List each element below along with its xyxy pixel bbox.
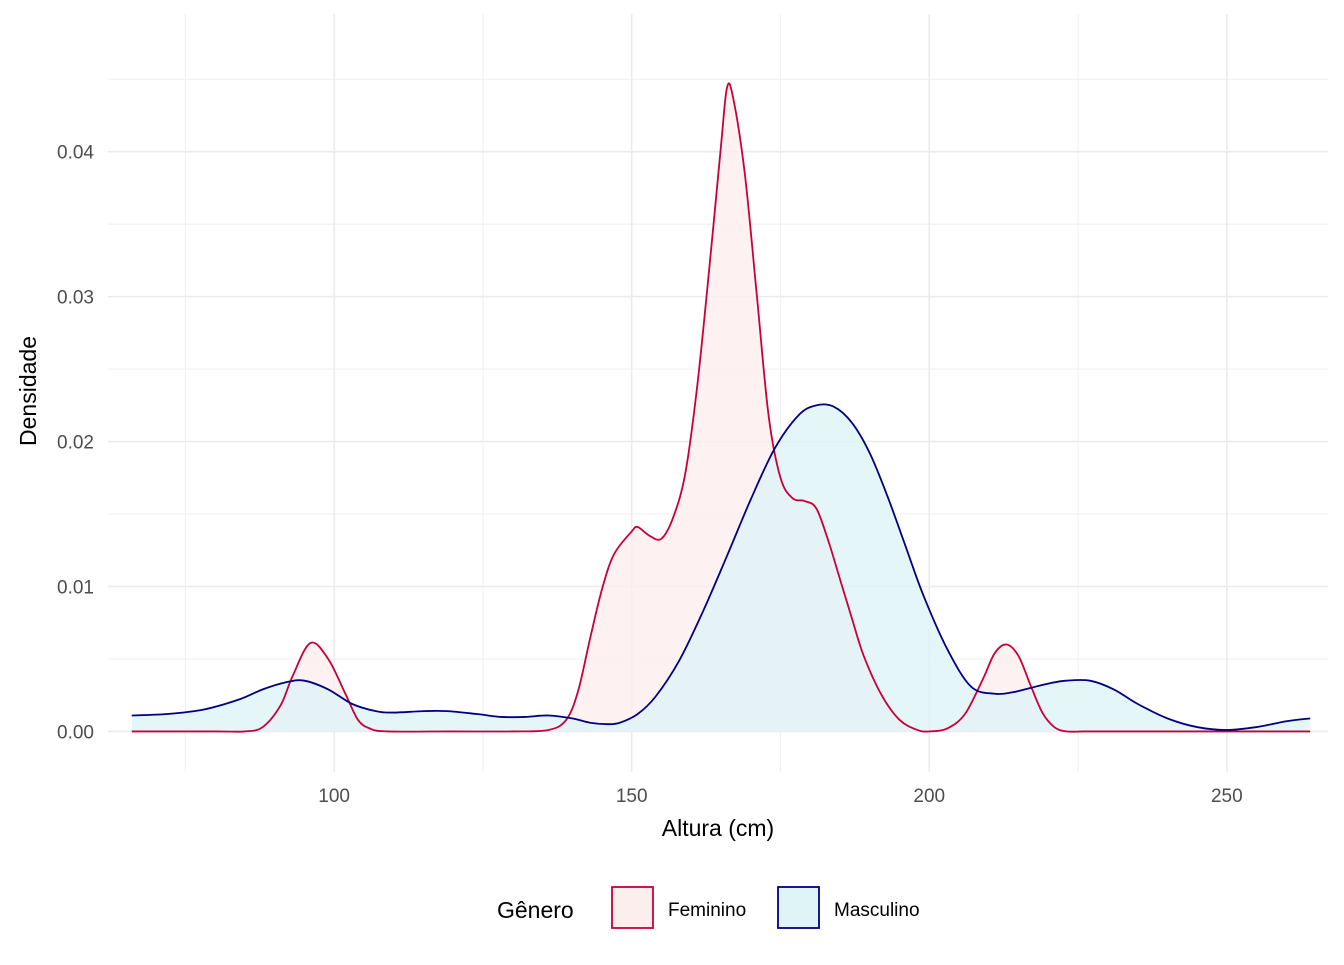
density-line-feminino [131,82,1311,733]
y-tick-label: 0.01 [57,577,94,598]
y-axis-ticks: 0.00 0.01 0.02 0.03 0.04 [57,143,94,744]
y-tick-label: 0.03 [57,288,94,309]
x-tick-label: 100 [318,786,350,807]
legend-items: Feminino Masculino [611,886,920,929]
y-tick-label: 0.00 [57,722,94,743]
legend-key-feminino [611,886,654,929]
legend-item-masculino: Masculino [777,886,920,929]
y-tick-label: 0.02 [57,433,94,454]
legend-key-masculino [777,886,820,929]
density-line-masculino [131,403,1311,731]
x-tick-label: 150 [616,786,648,807]
x-axis-ticks: 100 150 200 250 [318,786,1242,807]
x-tick-label: 250 [1211,786,1243,807]
legend-title: Gênero [497,897,574,923]
x-tick-label: 200 [913,786,945,807]
series-layer [131,82,1311,733]
legend-label-feminino: Feminino [668,900,746,921]
y-axis-title: Densidade [15,336,41,446]
x-axis-title: Altura (cm) [662,815,774,841]
legend-item-feminino: Feminino [611,886,746,929]
legend: Gênero Feminino Masculino [497,886,920,929]
density-area-feminino [131,83,1311,732]
density-area-masculino [131,404,1311,732]
y-tick-label: 0.04 [57,143,94,164]
legend-label-masculino: Masculino [834,900,920,921]
